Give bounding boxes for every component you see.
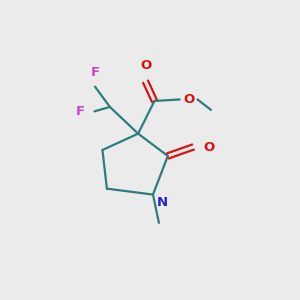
Text: F: F xyxy=(76,105,85,118)
Text: O: O xyxy=(183,93,194,106)
Text: N: N xyxy=(157,196,168,209)
Text: O: O xyxy=(140,59,151,72)
Text: O: O xyxy=(203,140,215,154)
Text: F: F xyxy=(91,66,100,79)
